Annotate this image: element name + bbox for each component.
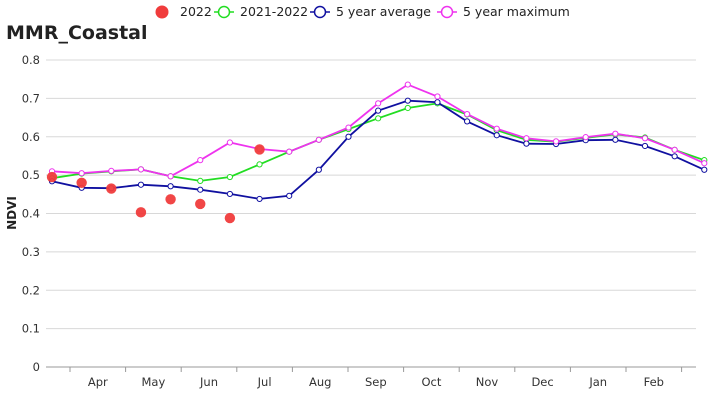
data-point [76, 177, 87, 188]
chart-title: MMR_Coastal [6, 22, 148, 44]
x-tick-label: Apr [88, 375, 108, 389]
data-point [404, 81, 411, 88]
data-point [46, 171, 58, 183]
data-point [197, 177, 204, 184]
data-point [671, 146, 678, 153]
data-point [404, 97, 411, 104]
y-tick-label: 0.8 [22, 53, 40, 67]
x-tick-label: Nov [476, 375, 499, 389]
data-point [315, 136, 322, 143]
data-point [286, 148, 293, 155]
x-tick-label: Jan [588, 375, 607, 389]
x-tick-label: May [142, 375, 166, 389]
legend-marker [155, 5, 169, 19]
data-point [226, 139, 233, 146]
data-point [523, 140, 530, 147]
data-point [345, 124, 352, 131]
legend-label: 5 year maximum [463, 4, 570, 19]
data-point [137, 181, 145, 188]
data-point [434, 93, 441, 100]
legend-item[interactable]: 2021-2022 [214, 4, 308, 19]
legend-label: 2021-2022 [240, 4, 308, 19]
legend-item[interactable]: 5 year maximum [437, 4, 570, 19]
data-point [135, 207, 147, 218]
data-point [224, 212, 236, 224]
series-2022 [46, 144, 265, 224]
data-point [641, 142, 649, 150]
legend-item[interactable]: 2022 [155, 4, 212, 19]
data-point [375, 100, 382, 107]
data-point [464, 111, 471, 118]
data-point [493, 125, 500, 132]
y-tick-label: 0.2 [22, 283, 40, 297]
data-point [375, 107, 382, 114]
y-tick-label: 0.6 [22, 130, 40, 144]
data-point [612, 136, 619, 143]
data-point [256, 161, 263, 168]
x-tick-label: Feb [644, 375, 664, 389]
data-point [701, 160, 708, 167]
data-point [106, 183, 117, 194]
data-point [582, 134, 589, 141]
plot-area [46, 81, 708, 224]
data-point [108, 167, 115, 175]
legend-marker [313, 5, 327, 19]
y-tick-label: 0.7 [22, 91, 40, 105]
y-tick-label: 0.3 [22, 245, 40, 259]
x-axis: Apr May Jun Jul Aug Sep Oct Nov Dec Jan Feb [46, 366, 696, 389]
data-point [226, 173, 233, 181]
y-tick-label: 0.4 [22, 207, 40, 221]
y-axis-label: NDVI [5, 196, 19, 230]
data-point [641, 135, 649, 142]
data-point [226, 190, 233, 198]
y-axis-ticks: 0 0.1 0.2 0.3 0.4 0.5 0.6 0.7 0.8 [22, 53, 40, 374]
data-point [464, 118, 471, 125]
data-point [701, 166, 708, 173]
data-point [137, 166, 145, 173]
data-point [197, 186, 204, 193]
x-tick-label: Jun [199, 375, 218, 389]
series-line [51, 102, 705, 182]
data-point [165, 194, 176, 205]
data-point [404, 104, 411, 112]
data-point [523, 135, 530, 142]
data-point [197, 157, 204, 164]
y-tick-label: 0.1 [22, 322, 40, 336]
y-tick-label: 0 [33, 360, 40, 374]
legend[interactable]: 2022 2021-2022 5 year average 5 year maximu… [155, 4, 570, 19]
series-5-year-maximum [48, 81, 708, 180]
data-point [167, 173, 174, 180]
legend-item[interactable]: 5 year average [310, 4, 431, 19]
legend-label: 5 year average [336, 4, 431, 19]
x-tick-label: Dec [531, 375, 553, 389]
data-point [254, 144, 265, 155]
legend-label: 2022 [180, 4, 212, 19]
data-point [167, 183, 174, 190]
x-tick-label: Oct [421, 375, 441, 389]
data-point [78, 170, 85, 177]
x-tick-label: Sep [365, 375, 387, 389]
series-5-year-average [48, 97, 708, 203]
data-point [256, 195, 263, 203]
data-point [195, 198, 206, 210]
data-point [345, 133, 352, 140]
data-point [315, 166, 322, 173]
data-point [375, 115, 382, 122]
data-point [286, 192, 293, 199]
legend-marker [217, 5, 231, 19]
data-point [552, 138, 560, 145]
data-point [493, 132, 500, 139]
data-point [671, 153, 678, 160]
y-tick-label: 0.5 [22, 168, 40, 182]
data-point [434, 99, 441, 106]
x-tick-label: Aug [309, 375, 331, 389]
legend-marker [440, 5, 454, 19]
x-tick-label: Jul [257, 375, 272, 389]
data-point [612, 130, 619, 137]
